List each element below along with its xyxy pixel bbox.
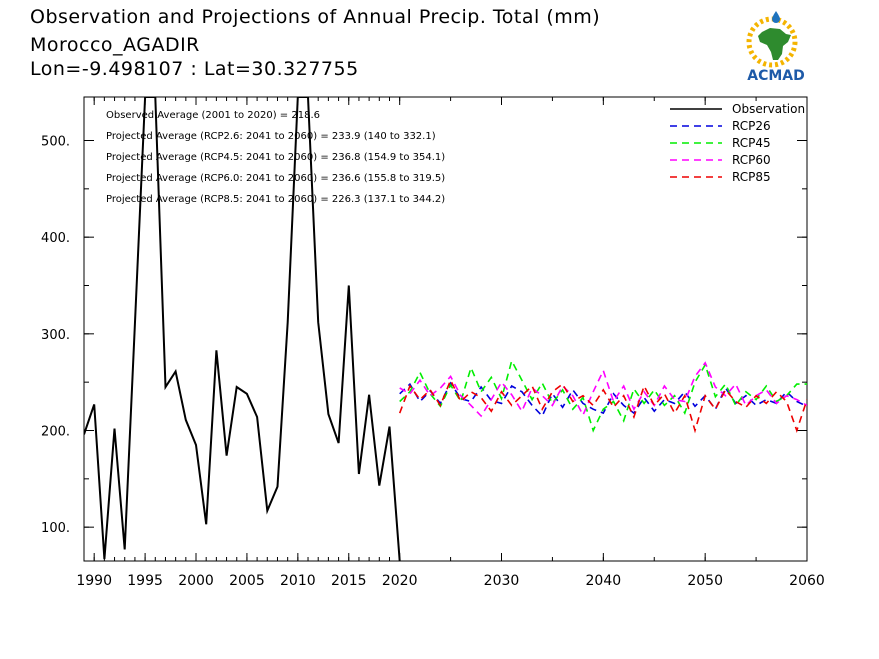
africa-map-icon [758,28,791,60]
series-line-rcp85 [398,378,807,434]
annotation-line: Projected Average (RCP4.5: 2041 to 2060)… [106,152,445,163]
legend-label: RCP45 [732,136,771,150]
plot-frame [83,96,808,562]
series-line-rcp26 [399,381,807,418]
x-tick-label: 2040 [586,573,622,589]
x-tick-label: 2020 [382,573,418,589]
y-tick-label: 400. [41,231,70,246]
location-coordinates: Lon=-9.498107 : Lat=30.327755 [30,58,359,80]
series-line-rcp60 [399,361,807,418]
x-tick-label: 2015 [331,573,367,589]
legend-label: Observation [732,102,805,116]
acmad-logo: ACMAD [736,8,816,84]
series-line-observation [84,97,401,561]
x-tick-label: 2010 [280,573,316,589]
x-tick-label: 2050 [687,573,723,589]
annotations: Observed Average (2001 to 2020) = 218.6 P… [106,110,445,205]
logo-text: ACMAD [747,68,805,84]
x-tick-label: 1995 [127,573,163,589]
legend: Observation RCP26 RCP45 RCP60 RCP85 [670,102,805,184]
annotation-line: Projected Average (RCP8.5: 2041 to 2060)… [106,194,445,205]
legend-label: RCP85 [732,170,771,184]
axis-ticks: 1990 1995 2000 2005 2010 2015 2020 2030 2040 2050… [41,97,825,589]
chart-title: Observation and Projections of Annual Pr… [30,6,601,28]
x-tick-label: 2000 [178,573,214,589]
series-lines [84,97,807,561]
y-tick-label: 500. [41,135,70,150]
x-tick-label: 1990 [76,573,112,589]
y-tick-label: 100. [41,521,70,536]
series-line-rcp45 [399,358,807,433]
legend-label: RCP60 [732,153,771,167]
annotation-line: Projected Average (RCP2.6: 2041 to 2060)… [106,131,436,142]
location-name: Morocco_AGADIR [30,34,200,56]
y-tick-label: 300. [41,328,70,343]
sun-rays-icon [746,16,798,68]
annotation-line: Projected Average (RCP6.0: 2041 to 2060)… [106,173,445,184]
water-drop-icon [772,11,780,23]
y-tick-label: 200. [41,425,70,440]
x-tick-label: 2005 [229,573,265,589]
x-tick-label: 2030 [484,573,520,589]
x-tick-label: 2060 [789,573,825,589]
annotation-line: Observed Average (2001 to 2020) = 218.6 [106,110,320,121]
legend-label: RCP26 [732,119,771,133]
